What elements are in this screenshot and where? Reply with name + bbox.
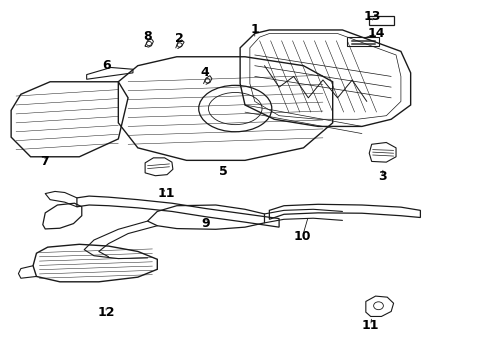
Text: 12: 12 [98,306,115,319]
Text: 10: 10 [294,230,311,243]
Text: 3: 3 [379,170,387,183]
Text: 11: 11 [362,319,379,332]
Text: 9: 9 [202,217,210,230]
Text: 4: 4 [201,66,209,79]
Text: 5: 5 [219,165,227,178]
Text: 11: 11 [157,187,175,200]
Text: 2: 2 [175,32,184,45]
Text: 6: 6 [102,59,110,72]
Text: 8: 8 [143,30,152,43]
Text: 14: 14 [368,27,385,40]
Text: 7: 7 [40,155,49,168]
Text: 1: 1 [250,23,259,36]
Text: 13: 13 [364,10,381,23]
